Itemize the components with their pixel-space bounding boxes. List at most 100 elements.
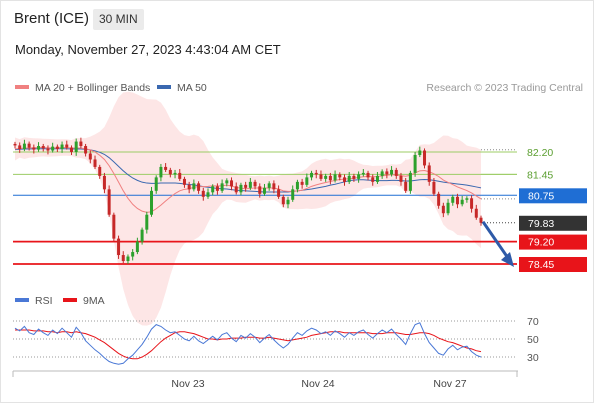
candle-body-20	[107, 189, 111, 215]
candle-body-97	[470, 198, 474, 209]
candle-body-64	[314, 172, 318, 175]
rsi-legend-label: RSI	[35, 295, 53, 307]
forecast-arrow-head	[501, 252, 514, 267]
x-tick-label-2: Nov 27	[433, 378, 466, 390]
candle-body-99	[479, 217, 483, 223]
candle-body-45	[225, 180, 229, 184]
candle-body-23	[121, 255, 125, 262]
candle-body-41	[206, 192, 210, 197]
candle-body-92	[446, 202, 450, 214]
candle-body-5	[37, 146, 41, 150]
candle-body-18	[98, 166, 102, 176]
candle-body-9	[55, 146, 59, 150]
candle-body-30	[154, 177, 158, 191]
rsi-line	[14, 322, 482, 365]
candle-body-10	[60, 144, 64, 150]
candle-body-55	[272, 183, 276, 190]
candle-body-38	[192, 183, 196, 190]
candle-body-0	[13, 143, 17, 146]
candle-body-16	[88, 153, 92, 160]
candle-body-33	[168, 169, 172, 175]
instrument-title: Brent (ICE)	[14, 10, 90, 27]
last-price-label: 79.83	[528, 218, 554, 230]
candle-body-72	[352, 175, 356, 179]
ma20-legend-label: MA 20 + Bollinger Bands	[35, 82, 150, 94]
candle-body-90	[437, 193, 441, 206]
level-label-82.20: 82.20	[527, 147, 553, 159]
candle-body-61	[300, 181, 304, 185]
candle-body-26	[135, 241, 139, 253]
candle-body-77	[375, 175, 379, 182]
candle-body-82	[399, 175, 403, 182]
rsi-tick-70: 70	[527, 316, 539, 328]
candle-body-62	[305, 177, 309, 185]
candle-body-13	[74, 141, 78, 152]
candle-body-89	[432, 181, 436, 194]
candle-body-11	[65, 144, 69, 148]
last-price-box	[519, 215, 587, 231]
candle-body-28	[145, 214, 149, 230]
candle-body-39	[197, 183, 201, 191]
candle-body-60	[295, 181, 299, 190]
candle-body-50	[248, 181, 252, 188]
candle-body-47	[234, 186, 238, 193]
candle-body-70	[342, 177, 346, 182]
candle-body-40	[201, 190, 205, 197]
candle-body-56	[277, 189, 281, 197]
ma50-legend-label: MA 50	[177, 82, 207, 94]
candle-body-59	[291, 189, 295, 200]
candle-body-73	[357, 174, 361, 179]
candle-body-95	[460, 199, 464, 205]
candle-body-83	[404, 181, 408, 191]
candle-body-53	[262, 187, 266, 194]
candle-body-25	[131, 252, 135, 257]
level-box-80.75	[519, 188, 587, 204]
candle-body-66	[324, 175, 328, 179]
x-tick-label-0: Nov 23	[171, 378, 204, 390]
candle-body-80	[390, 169, 394, 175]
level-box-78.45	[519, 257, 587, 272]
ma20-legend-swatch	[15, 85, 29, 89]
candle-body-84	[408, 172, 412, 191]
candle-body-43	[215, 186, 219, 191]
candle-body-22	[117, 238, 121, 256]
candle-body-6	[41, 146, 45, 149]
price-chart	[13, 91, 517, 326]
candle-body-81	[394, 169, 398, 176]
candle-body-37	[187, 184, 191, 190]
candle-body-86	[418, 150, 422, 155]
candle-body-94	[455, 196, 459, 205]
ma20-line	[14, 147, 482, 213]
candle-body-46	[230, 180, 234, 187]
9ma-legend-swatch	[63, 298, 77, 302]
candle-body-29	[150, 190, 154, 215]
candle-body-2	[22, 143, 26, 150]
forecast-arrow-shaft	[481, 220, 510, 259]
candle-body-79	[385, 171, 389, 175]
candle-body-49	[244, 184, 248, 188]
candle-body-63	[310, 172, 314, 178]
candle-body-24	[126, 256, 130, 262]
candle-body-42	[211, 186, 215, 193]
timeframe-badge[interactable]: 30 MIN	[93, 9, 144, 30]
candle-body-48	[239, 184, 243, 193]
candle-body-71	[347, 175, 351, 182]
x-tick-label-1: Nov 24	[301, 378, 334, 390]
candle-body-15	[84, 146, 88, 154]
candle-body-12	[69, 147, 73, 152]
candle-body-88	[427, 165, 431, 182]
level-labels: 82.20 81.45 80.75 79.20 78.45 79.83	[519, 147, 587, 272]
candle-body-51	[253, 181, 257, 187]
rsi-panel: 70 50 30	[13, 316, 539, 365]
candle-body-8	[51, 146, 55, 151]
candle-body-69	[338, 174, 342, 178]
candle-body-54	[267, 183, 271, 188]
level-label-81.45: 81.45	[527, 169, 553, 181]
level-label-79.20: 79.20	[528, 237, 554, 249]
candle-body-17	[93, 159, 97, 167]
timestamp: Monday, November 27, 2023 4:43:04 AM CET	[15, 42, 281, 57]
candle-body-65	[319, 174, 323, 179]
candle-body-52	[258, 186, 262, 194]
